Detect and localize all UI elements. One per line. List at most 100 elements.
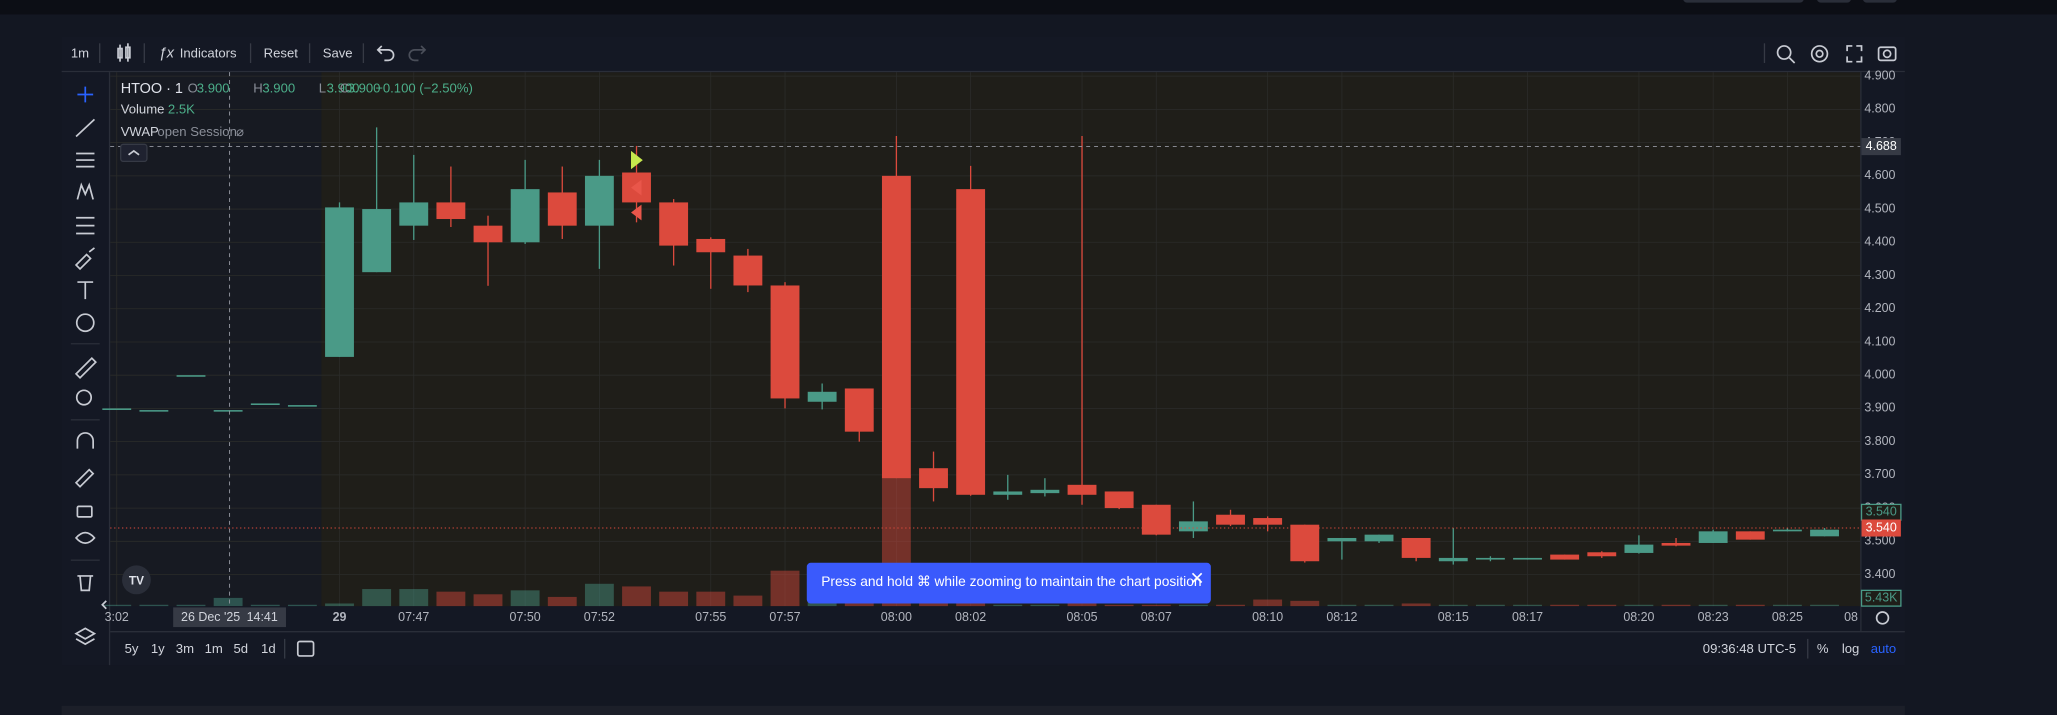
scroll-left[interactable] bbox=[101, 600, 107, 610]
candle-body bbox=[881, 175, 911, 479]
candle-body bbox=[1810, 529, 1839, 537]
layers-tool[interactable] bbox=[74, 627, 97, 646]
zoom-icon[interactable] bbox=[1776, 45, 1796, 64]
camera-icon[interactable] bbox=[1877, 46, 1897, 62]
crosshair-time: 14:41 bbox=[247, 610, 278, 624]
volume-bar bbox=[1513, 604, 1542, 607]
x-tick-label: 08 bbox=[1844, 610, 1858, 624]
candle-body bbox=[844, 388, 874, 432]
candle-body bbox=[1364, 534, 1394, 542]
draw-lock-tool[interactable] bbox=[74, 468, 95, 488]
volume-bar bbox=[1438, 604, 1468, 607]
projection-tool[interactable] bbox=[76, 216, 95, 235]
candle-body bbox=[1735, 531, 1765, 540]
candle-body bbox=[1661, 542, 1691, 546]
volume-bar bbox=[102, 604, 132, 607]
undo[interactable] bbox=[376, 45, 395, 62]
volume-bar bbox=[1698, 604, 1728, 607]
x-tick-label: 08:02 bbox=[955, 610, 986, 624]
volume-bar bbox=[622, 586, 651, 607]
y-tick-label: 4.600 bbox=[1864, 168, 1895, 182]
range[interactable]: 3m bbox=[176, 641, 194, 656]
reset-button[interactable]: Reset bbox=[264, 45, 299, 60]
volume-bar bbox=[1067, 603, 1097, 607]
save-button[interactable]: Save bbox=[323, 45, 353, 60]
candle-body bbox=[1178, 521, 1208, 532]
candle-body bbox=[807, 391, 837, 402]
percent-toggle[interactable]: % bbox=[1817, 641, 1829, 656]
collapse-icon bbox=[128, 149, 140, 156]
c-label: C bbox=[340, 81, 349, 96]
zoom-tool[interactable] bbox=[75, 389, 93, 406]
collapse-button[interactable] bbox=[120, 143, 148, 163]
candle-body bbox=[1624, 544, 1654, 553]
candle-body bbox=[1253, 518, 1283, 525]
candle-body bbox=[993, 491, 1023, 495]
candle-icon[interactable] bbox=[117, 43, 131, 62]
range[interactable]: 5d bbox=[234, 641, 249, 656]
x-tick-label: 08:12 bbox=[1326, 610, 1357, 624]
x-tick-label: 08:25 bbox=[1772, 610, 1803, 624]
trend-tool[interactable] bbox=[75, 118, 96, 138]
text-tool[interactable] bbox=[77, 281, 94, 300]
vwap-label: VWAP bbox=[121, 124, 159, 139]
hide-tool[interactable] bbox=[74, 531, 96, 544]
crosshair-tool[interactable] bbox=[77, 86, 94, 103]
emoji-tool[interactable] bbox=[75, 313, 95, 333]
volume-bar bbox=[584, 583, 614, 607]
redo[interactable] bbox=[408, 45, 427, 62]
fx-icon[interactable]: ƒx bbox=[159, 46, 175, 62]
volume-bar bbox=[436, 591, 466, 607]
log-toggle[interactable]: log bbox=[1842, 641, 1860, 656]
axis-settings[interactable] bbox=[1875, 611, 1890, 625]
fib-tool[interactable] bbox=[76, 152, 95, 168]
lock-tool[interactable] bbox=[76, 505, 93, 518]
candle-body bbox=[287, 405, 317, 407]
magnet-tool[interactable] bbox=[76, 432, 94, 449]
top-button[interactable] bbox=[1817, 0, 1851, 3]
fullscreen-icon[interactable] bbox=[1846, 45, 1863, 63]
range[interactable]: 1y bbox=[151, 641, 165, 656]
volume-bar bbox=[770, 570, 800, 607]
toast-close[interactable] bbox=[1191, 572, 1203, 584]
candle-body bbox=[1030, 489, 1060, 494]
range[interactable]: 1d bbox=[261, 641, 276, 656]
y-tick-label: 4.900 bbox=[1864, 68, 1895, 82]
h-value: 3.900 bbox=[262, 81, 295, 96]
volume-bar bbox=[1810, 604, 1839, 607]
volume-bar bbox=[213, 597, 243, 607]
top-button[interactable] bbox=[1863, 0, 1897, 3]
volume-bar bbox=[993, 604, 1023, 607]
top-button[interactable] bbox=[1683, 0, 1804, 3]
candle-body bbox=[1104, 491, 1134, 509]
trash-tool[interactable] bbox=[77, 575, 94, 592]
volume-bar bbox=[919, 603, 948, 607]
vwap-hidden-icon[interactable]: ⌀ bbox=[236, 124, 244, 139]
pane bbox=[110, 72, 1861, 607]
o-value: 3.900 bbox=[197, 81, 230, 96]
volume-bar bbox=[176, 604, 206, 607]
goto-date[interactable] bbox=[296, 640, 315, 657]
candle-body bbox=[1327, 537, 1357, 542]
candle-body bbox=[659, 202, 689, 246]
pattern-tool[interactable] bbox=[76, 182, 94, 200]
candle-body bbox=[362, 209, 392, 273]
indicators-button[interactable]: Indicators bbox=[180, 45, 237, 60]
interval[interactable]: 1m bbox=[71, 45, 89, 60]
candle-body bbox=[139, 410, 169, 412]
range[interactable]: 5y bbox=[125, 641, 139, 656]
candle-body bbox=[436, 202, 466, 220]
candle-body bbox=[1216, 514, 1245, 525]
ruler-tool[interactable] bbox=[74, 356, 97, 380]
x-tick-label: 08:15 bbox=[1438, 610, 1469, 624]
settings-icon[interactable] bbox=[1810, 45, 1829, 63]
volume-bar bbox=[1327, 604, 1357, 607]
x-tick-label: 3:02 bbox=[105, 610, 129, 624]
range[interactable]: 1m bbox=[205, 641, 223, 656]
brush-tool[interactable] bbox=[74, 247, 95, 271]
crosshair-date: 26 Dec '25 bbox=[181, 610, 240, 624]
auto-toggle[interactable]: auto bbox=[1871, 641, 1897, 656]
candle-body bbox=[1401, 537, 1431, 558]
candle-body bbox=[1067, 484, 1097, 495]
